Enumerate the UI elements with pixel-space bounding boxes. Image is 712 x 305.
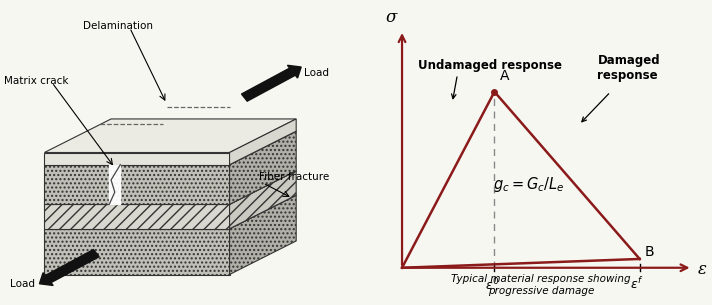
Polygon shape xyxy=(44,171,296,204)
Polygon shape xyxy=(229,119,296,165)
Text: $g_c = G_c/L_e$: $g_c = G_c/L_e$ xyxy=(493,175,565,194)
Polygon shape xyxy=(44,152,229,165)
Text: B: B xyxy=(645,245,654,259)
Text: $\varepsilon^f$: $\varepsilon^f$ xyxy=(630,277,644,292)
Text: σ: σ xyxy=(386,9,397,26)
Text: A: A xyxy=(500,69,509,83)
Text: Typical material response showing
progressive damage: Typical material response showing progre… xyxy=(451,274,631,296)
Text: Matrix crack: Matrix crack xyxy=(4,76,68,86)
FancyArrow shape xyxy=(241,65,301,101)
Text: ε: ε xyxy=(698,261,706,278)
Polygon shape xyxy=(44,195,296,229)
Text: Load: Load xyxy=(10,279,35,289)
Polygon shape xyxy=(44,229,229,274)
Polygon shape xyxy=(229,195,296,274)
Text: $\varepsilon^0$: $\varepsilon^0$ xyxy=(485,277,499,293)
Polygon shape xyxy=(44,204,229,229)
Polygon shape xyxy=(44,171,296,204)
Text: Delamination: Delamination xyxy=(83,21,154,31)
Polygon shape xyxy=(229,171,296,229)
Text: Damaged
response: Damaged response xyxy=(597,54,660,82)
Polygon shape xyxy=(44,119,296,152)
Text: Load: Load xyxy=(303,68,329,78)
FancyArrow shape xyxy=(39,249,99,285)
Polygon shape xyxy=(44,131,296,165)
Polygon shape xyxy=(44,195,296,229)
Polygon shape xyxy=(229,131,296,204)
Text: Undamaged response: Undamaged response xyxy=(418,59,562,72)
Polygon shape xyxy=(44,165,229,204)
Text: Fiber fracture: Fiber fracture xyxy=(259,172,330,182)
Polygon shape xyxy=(44,131,296,165)
